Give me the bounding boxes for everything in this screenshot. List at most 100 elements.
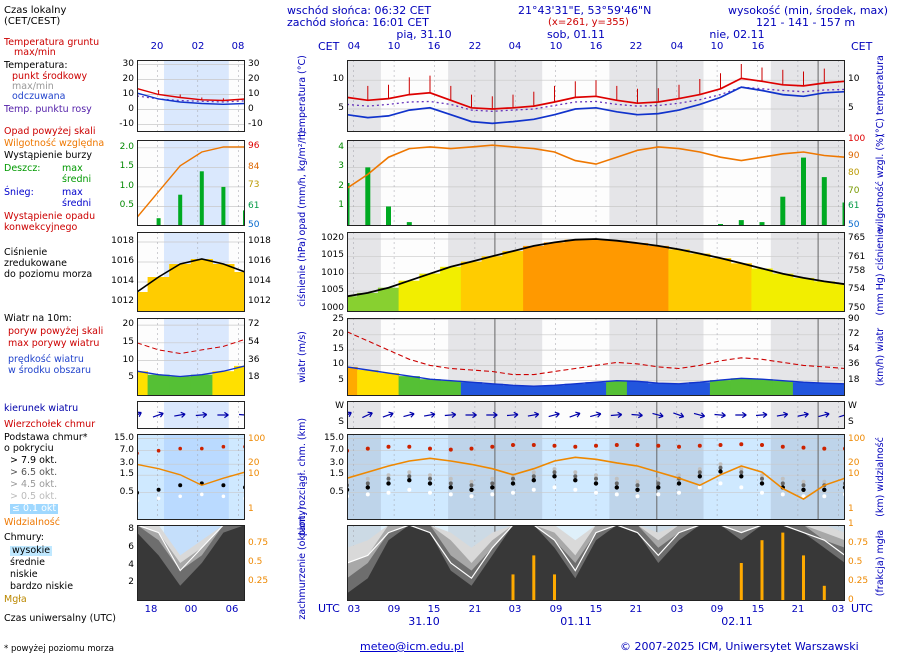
legend-cloud-base-2: o pokryciu: [4, 443, 54, 454]
utc-hour-label: 15: [751, 604, 765, 615]
legend-rain: Deszcz:: [4, 163, 41, 174]
tick-pressure-mini: 1016: [111, 256, 134, 266]
legend-wind-speed-2: w środku obszaru: [8, 365, 92, 376]
legend-max-gusts: max porywy wiatru: [8, 338, 100, 349]
tick-wind: 54: [848, 344, 860, 354]
legend-okta-79: > 7.9 okt.: [10, 455, 58, 466]
utc-hour-label: 21: [791, 604, 805, 615]
tick-cloud-extent: 20: [848, 458, 860, 468]
tick-temperature-mini: 10: [248, 89, 260, 99]
day-label: nie, 02.11: [709, 28, 765, 41]
tick-precipitation: 4: [338, 142, 344, 152]
legend-midpoint: punkt środkowy: [12, 71, 88, 82]
tick-wind: 5: [338, 375, 344, 385]
utc-hour-label: 06: [225, 604, 239, 615]
tick-wind-mini: 15: [122, 337, 134, 347]
tick-cloud-extent: 100: [848, 434, 866, 444]
tick-pressure: 754: [848, 284, 866, 294]
tick-precipitation: 1: [338, 200, 344, 210]
tick-wind: 90: [848, 314, 860, 324]
tick-cloud-cover: 0: [848, 595, 854, 605]
tick-cloud-extent-mini: 100: [248, 434, 266, 444]
legend-clouds: Chmury:: [4, 532, 44, 543]
tick-cloud-cover: 1: [848, 519, 854, 529]
contact-email-link[interactable]: meteo@icm.edu.pl: [360, 640, 464, 653]
tick-wind-mini: 54: [248, 337, 260, 347]
tick-wind: 20: [332, 329, 344, 339]
wind-arrow-icon: [362, 411, 373, 419]
legend-utc-time: Czas uniwersalny (UTC): [4, 613, 116, 624]
legend-maxmin: max/min: [12, 81, 54, 92]
tick-precipitation: 61: [848, 201, 860, 211]
utc-hour-label: 09: [387, 604, 401, 615]
legend-visibility: Widzialność: [4, 517, 60, 528]
legend-okta-01: ≤ 0.1 okt: [10, 503, 59, 515]
tick-temperature-mini: 0: [128, 104, 134, 114]
tick-precipitation-mini: 73: [248, 180, 260, 190]
axis-label-left-pressure: ciśnienie (hPa): [296, 237, 308, 307]
wind-arrow-icon: [217, 411, 229, 419]
tick-cloud-extent: 1.5: [329, 469, 344, 479]
wind-arrow-icon: [673, 412, 685, 419]
legend-wind10m: Wiatr na 10m:: [4, 313, 72, 324]
legend-temperature: Temperatura:: [4, 60, 68, 71]
tick-cloud-extent-mini: 1: [248, 504, 254, 514]
legend-okta-45: > 4.5 okt.: [10, 479, 58, 490]
tick-cloud-cover: 0.25: [848, 576, 869, 586]
wind-arrow-icon: [714, 412, 726, 419]
tick-cloud-extent: 15.0: [323, 433, 344, 443]
cet-hour-label: 08: [231, 41, 245, 52]
utc-hour-label: 03: [831, 604, 845, 615]
tick-pressure-mini: 1014: [248, 276, 271, 286]
tick-precipitation: 2: [338, 181, 344, 191]
utc-hour-label: 21: [629, 604, 643, 615]
legend-feels-like: odczuwana: [12, 91, 66, 102]
footnote-above-sea-level: * powyżej poziomu morza: [4, 644, 114, 654]
panel-wind-mini: [137, 318, 245, 396]
tick-cloud-cover-mini: 0.75: [248, 538, 269, 548]
altitude-values: 121 - 141 - 157 m: [756, 16, 856, 29]
axis-label-left-precipitation: opad (mm/h, kg/m²/h): [296, 130, 308, 236]
axis-label-right-precipitation: wilgotność wzgl. (%): [874, 134, 886, 232]
wind-arrow-icon: [610, 411, 623, 418]
tick-cloud-extent: 0.5: [329, 487, 344, 497]
tick-cloud-extent-mini: 15.0: [113, 433, 134, 443]
wind-arrow-icon: [776, 411, 789, 418]
legend-ground-temp-2: max/min: [14, 47, 56, 58]
panel-cloud-extent-mini: [137, 434, 245, 520]
tick-precipitation-mini: 84: [248, 162, 260, 172]
wind-arrow-icon: [631, 412, 643, 419]
cet-hour-label: 16: [589, 41, 603, 52]
tick-wind: 10: [332, 359, 344, 369]
legend-cloud-top: Wierzchołek chmur: [4, 419, 96, 430]
tick-cloud-cover-mini: 0.25: [248, 576, 269, 586]
utc-hour-label: 09: [710, 604, 724, 615]
copyright-label: © 2007-2025 ICM, Uniwersytet Warszawski: [620, 640, 859, 653]
tick-wind-mini: 72: [248, 319, 260, 329]
cet-hour-label: 02: [191, 41, 205, 52]
legend-rain-mean: średni: [62, 174, 92, 185]
tick-temperature-mini: 30: [122, 59, 134, 69]
panel-precipitation-mini: [137, 140, 245, 226]
legend-ground-temp: Temperatura gruntu: [4, 37, 100, 48]
tick-wind-direction: S: [338, 417, 344, 427]
tick-precipitation: 3: [338, 161, 344, 171]
panel-precipitation: [347, 140, 845, 226]
tick-temperature: 5: [848, 103, 854, 113]
wind-arrow-icon: [444, 411, 457, 418]
legend-wind-direction: kierunek wiatru: [4, 403, 79, 414]
tick-precipitation-mini: 50: [248, 220, 260, 230]
tick-precipitation-mini: 96: [248, 141, 260, 151]
legend-okta-05: > 0.5 okt.: [10, 491, 58, 502]
panel-cloud-cover-mini: [137, 525, 245, 601]
tick-cloud-cover: 0.75: [848, 538, 869, 548]
tick-cloud-extent: 3.0: [329, 458, 344, 468]
legend-dew-point: Temp. punktu rosy: [4, 104, 92, 115]
legend-pressure-3: do poziomu morza: [4, 269, 93, 280]
panel-cloud-cover: [347, 525, 845, 601]
tick-cloud-extent-mini: 1.5: [119, 469, 134, 479]
tick-wind-direction: S: [848, 417, 854, 427]
tick-cloud-cover-mini: 0.5: [248, 557, 263, 567]
tick-temperature: 10: [332, 74, 344, 84]
